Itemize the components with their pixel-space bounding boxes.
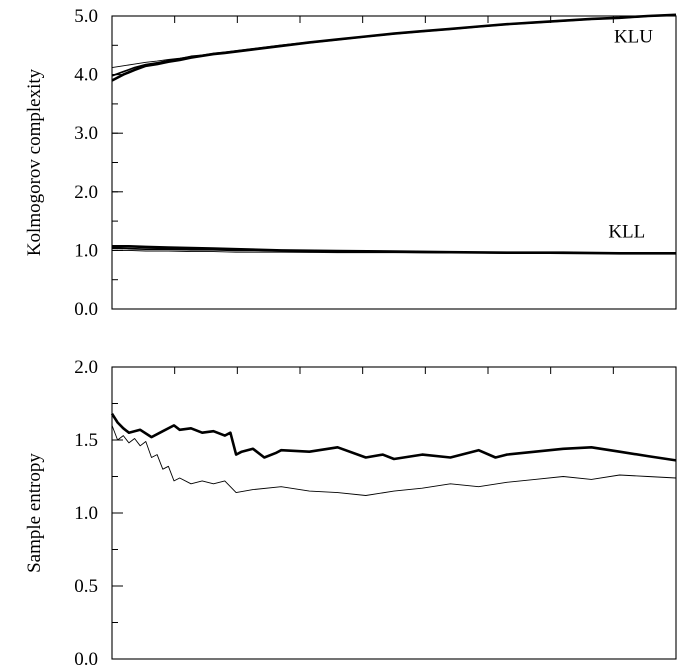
- y-axis-title: Kolmogorov complexity: [24, 68, 45, 256]
- plot-frame: [111, 15, 677, 310]
- kolmogorov-complexity-panel: 0.0 1.0 2.0 3.0 4.0 5.0 Kolmogorov complexity K…: [24, 6, 677, 320]
- series-label-kll: KLL: [608, 222, 645, 243]
- y-tick-label: 1.0: [74, 240, 98, 261]
- series-line-thin: [111, 425, 677, 496]
- series-line-klu-thick: [111, 13, 677, 82]
- y-tick-label: 5.0: [74, 6, 98, 27]
- series-line-klu-medium: [111, 13, 677, 77]
- y-tick-label: 2.0: [74, 357, 98, 378]
- y-tick-label: 0.5: [74, 576, 98, 597]
- y-tick-label: 1.0: [74, 503, 98, 524]
- y-tick-label: 0.0: [74, 649, 98, 668]
- y-tick-label: 4.0: [74, 65, 98, 86]
- y-tick-label: 0.0: [74, 299, 98, 320]
- plot-frame: [111, 366, 677, 660]
- series-line-klu-thin: [111, 14, 677, 69]
- y-axis-title: Sample entropy: [24, 453, 45, 573]
- y-tick-label: 3.0: [74, 123, 98, 144]
- sample-entropy-panel: 0.0 0.5 1.0 1.5 2.0 Sample entropy: [24, 357, 677, 668]
- series-line-kll-thin: [112, 249, 676, 254]
- y-tick-label: 2.0: [74, 182, 98, 203]
- y-tick-label: 1.5: [74, 430, 98, 451]
- series-label-klu: KLU: [614, 26, 653, 47]
- series-line-thick: [110, 413, 677, 462]
